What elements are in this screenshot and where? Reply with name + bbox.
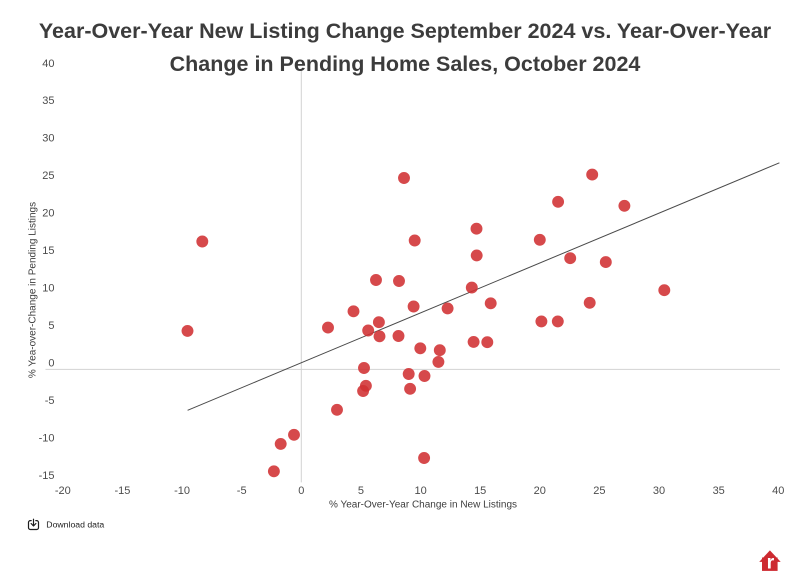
svg-text:10: 10 [414,485,426,497]
svg-text:30: 30 [653,485,665,497]
svg-text:25: 25 [593,485,605,497]
svg-text:Download data: Download data [46,520,104,530]
svg-text:0: 0 [298,485,304,497]
svg-text:15: 15 [42,245,54,257]
svg-text:Year-Over-Year New Listing Cha: Year-Over-Year New Listing Change Septem… [39,19,772,43]
svg-text:25: 25 [42,170,54,182]
svg-text:10: 10 [42,283,54,295]
svg-text:20: 20 [42,208,54,220]
svg-text:40: 40 [772,485,784,497]
svg-text:30: 30 [42,133,54,145]
svg-text:-20: -20 [55,485,71,497]
svg-text:35: 35 [42,95,54,107]
svg-text:-5: -5 [237,485,247,497]
svg-text:20: 20 [534,485,546,497]
svg-text:-15: -15 [114,485,130,497]
svg-text:-5: -5 [45,395,55,407]
svg-text:15: 15 [474,485,486,497]
svg-text:40: 40 [42,58,54,70]
svg-text:-15: -15 [39,470,55,482]
svg-text:% Yea-over-Change in Pending L: % Yea-over-Change in Pending Listings [28,202,39,378]
svg-text:0: 0 [48,357,54,369]
svg-text:-10: -10 [174,485,190,497]
svg-text:5: 5 [48,320,54,332]
svg-text:r: r [767,552,775,574]
svg-text:5: 5 [358,485,364,497]
svg-text:35: 35 [713,485,725,497]
svg-text:% Year-Over-Year Change in New: % Year-Over-Year Change in New Listings [329,500,517,511]
svg-text:Change in Pending Home Sales,: Change in Pending Home Sales, October 20… [170,52,641,76]
svg-text:-10: -10 [39,432,55,444]
